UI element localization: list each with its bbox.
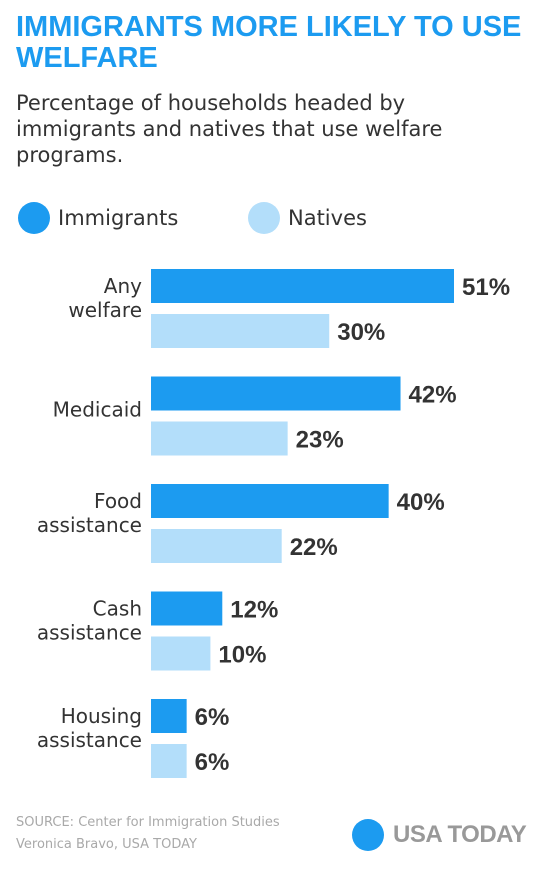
category-label: Housing assistance — [37, 704, 142, 752]
bar-natives — [151, 744, 187, 778]
brand-dot-icon — [352, 819, 384, 851]
bar-natives — [151, 636, 211, 671]
brand-name: USA TODAY — [393, 821, 527, 848]
legend-swatch-natives — [248, 202, 280, 234]
bar-immigrants — [151, 699, 187, 733]
value-label-immigrants: 6% — [195, 704, 230, 731]
legend-label-immigrants: Immigrants — [58, 206, 179, 230]
legend-item-natives: Natives — [248, 201, 367, 235]
value-label-immigrants: 42% — [409, 382, 457, 409]
value-label-natives: 6% — [195, 749, 230, 776]
value-label-natives: 22% — [290, 534, 338, 561]
brand-logo: USA TODAY — [352, 818, 527, 852]
value-label-natives: 10% — [218, 642, 266, 669]
legend-label-natives: Natives — [288, 206, 367, 230]
category-label: Food assistance — [37, 489, 142, 537]
chart-title: IMMIGRANTS MORE LIKELY TO USE WELFARE — [16, 11, 522, 74]
value-label-immigrants: 51% — [462, 274, 510, 301]
bar-immigrants — [151, 484, 389, 518]
bar-immigrants — [151, 591, 223, 626]
chart-subtitle: Percentage of households headed by immig… — [16, 91, 443, 167]
value-label-natives: 23% — [296, 427, 344, 454]
category-label: Cash assistance — [37, 597, 142, 645]
footer-credits: SOURCE: Center for Immigration Studies V… — [16, 812, 346, 856]
bar-natives — [151, 314, 330, 348]
category-label: Medicaid — [53, 398, 142, 422]
legend-swatch-immigrants — [18, 202, 50, 234]
bar-immigrants — [151, 376, 401, 411]
bar-immigrants — [151, 269, 454, 303]
legend: Immigrants Natives — [18, 201, 518, 235]
bar-natives — [151, 421, 288, 456]
bar-natives — [151, 529, 282, 563]
category-label: Any welfare — [68, 274, 142, 322]
source-note: SOURCE: Center for Immigration Studies — [16, 815, 280, 830]
author-credit: Veronica Bravo, USA TODAY — [16, 837, 197, 852]
value-label-immigrants: 40% — [397, 489, 445, 516]
legend-item-immigrants: Immigrants — [18, 201, 178, 235]
value-label-natives: 30% — [337, 319, 385, 346]
value-label-immigrants: 12% — [230, 597, 278, 624]
